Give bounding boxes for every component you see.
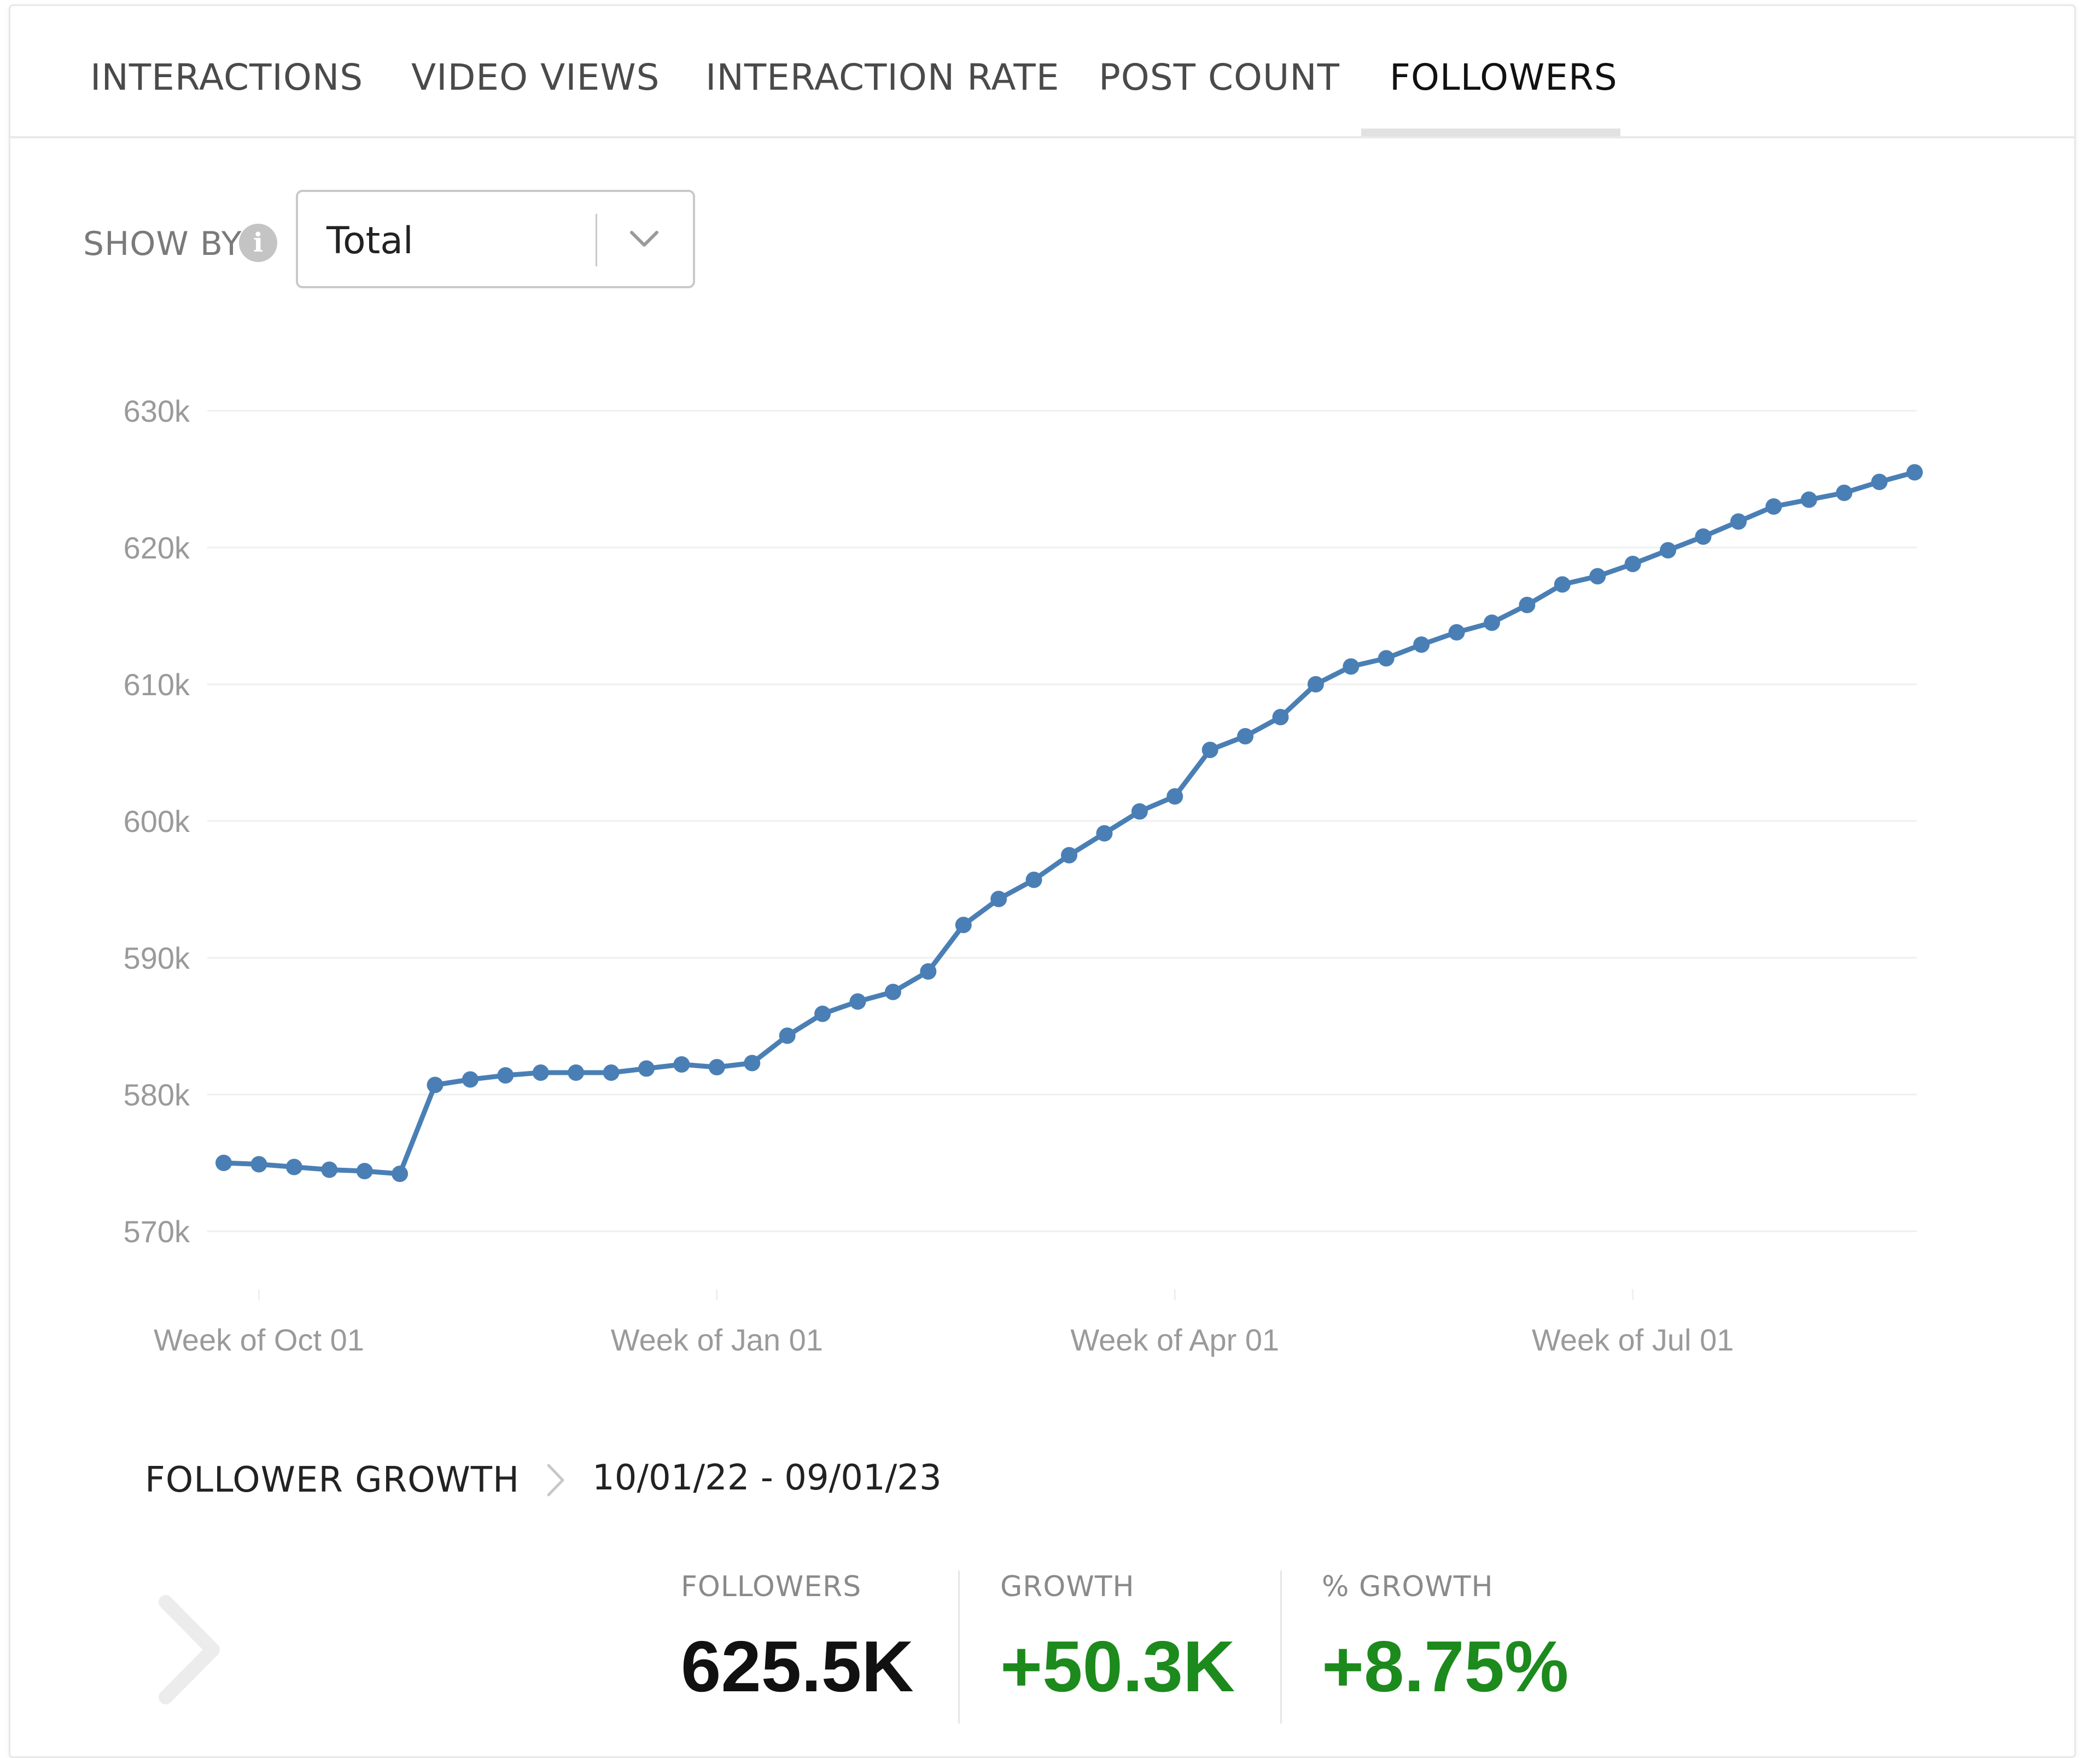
data-point[interactable] [1166,788,1183,805]
tab-interactions[interactable]: INTERACTIONS [90,56,364,98]
data-point[interactable] [779,1027,796,1044]
x-tick-label: Week of Jan 01 [611,1323,823,1357]
chevron-down-icon [630,231,658,247]
data-point[interactable] [1660,542,1677,558]
data-point[interactable] [1272,709,1289,725]
stat-growth-value: +50.3K [1000,1626,1235,1707]
data-point[interactable] [250,1156,267,1173]
data-point[interactable] [1624,556,1641,572]
data-point[interactable] [392,1166,409,1182]
data-point[interactable] [1730,513,1747,530]
tab-video-views[interactable]: VIDEO VIEWS [411,56,660,98]
metric-tabs: INTERACTIONS VIDEO VIEWS INTERACTION RAT… [10,6,2074,138]
data-point[interactable] [744,1055,761,1072]
show-by-select[interactable]: Total [296,190,695,288]
data-point[interactable] [1836,485,1853,501]
data-point[interactable] [532,1064,549,1081]
data-point[interactable] [1096,825,1113,842]
show-by-selected-value: Total [326,219,413,263]
stat-followers: FOLLOWERS 625.5K [681,1570,914,1708]
data-point[interactable] [285,1159,302,1175]
data-point[interactable] [990,890,1007,907]
data-point[interactable] [427,1076,444,1093]
data-point[interactable] [1800,491,1817,508]
x-tick-label: Week of Oct 01 [154,1323,364,1357]
data-point[interactable] [1131,803,1148,820]
data-point[interactable] [1871,474,1888,490]
data-point[interactable] [1061,847,1077,864]
followers-series-line [221,470,1917,1177]
data-point[interactable] [568,1064,585,1081]
show-by-label: SHOW BY [83,225,242,263]
data-point[interactable] [638,1060,655,1077]
data-point[interactable] [603,1064,620,1081]
data-point[interactable] [884,983,901,1000]
data-point[interactable] [215,1155,232,1171]
x-tick-label: Week of Apr 01 [1070,1323,1279,1357]
data-point[interactable] [1025,871,1042,888]
data-point[interactable] [849,993,866,1010]
y-tick-label: 580k [124,1078,190,1112]
x-tick-label: Week of Jul 01 [1532,1323,1734,1357]
stat-growth: GROWTH +50.3K [1000,1570,1235,1708]
tab-followers[interactable]: FOLLOWERS [1390,56,1618,98]
chevron-right-icon [547,1464,564,1497]
stat-divider [1280,1570,1282,1724]
y-tick-label: 630k [124,394,190,428]
next-arrow-icon[interactable] [154,1592,225,1707]
data-point[interactable] [814,1005,831,1022]
data-point[interactable] [1484,614,1500,631]
data-point[interactable] [1413,636,1430,653]
data-point[interactable] [1307,676,1324,692]
data-point[interactable] [1589,568,1606,585]
data-point[interactable] [1519,597,1536,613]
followers-line-chart: 630k 620k 610k 600k 590k 580k 570k Week of Oct… [124,394,1923,1357]
info-icon[interactable]: i [239,224,277,262]
y-tick-label: 620k [124,531,190,565]
data-point[interactable] [1378,650,1395,667]
data-point[interactable] [708,1059,725,1075]
data-point[interactable] [920,963,937,980]
data-point[interactable] [1201,742,1218,758]
stat-percent-growth-value: +8.75% [1322,1626,1569,1707]
data-point[interactable] [673,1056,690,1073]
data-point[interactable] [955,917,972,933]
stat-divider [958,1570,960,1724]
tab-post-count[interactable]: POST COUNT [1099,56,1340,98]
data-point[interactable] [1237,728,1254,744]
tab-interaction-rate[interactable]: INTERACTION RATE [705,56,1060,98]
y-tick-label: 610k [124,667,190,702]
data-point[interactable] [497,1067,514,1084]
active-tab-indicator [1361,129,1620,136]
data-point[interactable] [1695,528,1712,545]
y-tick-label: 600k [124,804,190,839]
data-point[interactable] [1765,498,1782,515]
data-point[interactable] [1343,658,1360,675]
follower-growth-title: FOLLOWER GROWTH [145,1460,520,1500]
data-point[interactable] [1554,576,1571,593]
stat-followers-value: 625.5K [681,1626,914,1707]
stat-percent-growth-label: % GROWTH [1322,1570,1494,1603]
data-point[interactable] [462,1071,479,1088]
data-point[interactable] [321,1161,338,1178]
stat-growth-label: GROWTH [1000,1570,1135,1603]
select-divider [596,214,597,266]
date-range: 10/01/22 - 09/01/23 [592,1458,942,1498]
data-point[interactable] [356,1163,373,1179]
data-point[interactable] [1448,624,1465,641]
stat-percent-growth: % GROWTH +8.75% [1322,1570,1568,1708]
y-tick-label: 590k [124,941,190,975]
followers-card: INTERACTIONS VIDEO VIEWS INTERACTION RAT… [9,4,2076,1758]
y-tick-label: 570k [124,1214,190,1249]
stat-followers-label: FOLLOWERS [681,1570,862,1603]
data-point[interactable] [1906,464,1923,481]
